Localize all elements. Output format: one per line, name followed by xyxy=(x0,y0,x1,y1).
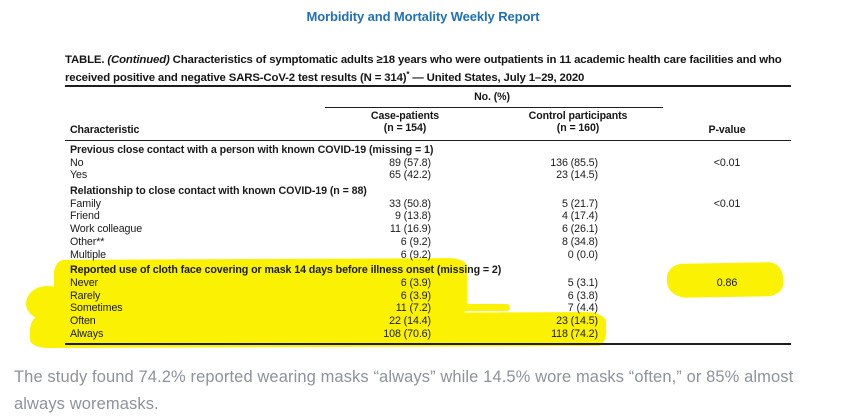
pvalue-value xyxy=(598,236,791,249)
table-section-row: Relationship to close contact with known… xyxy=(65,185,791,198)
pvalue-value xyxy=(598,315,791,328)
header-rule xyxy=(65,139,791,142)
control-value: 23 (14.5) xyxy=(556,314,598,327)
table-row: Never 6 (3.9) 5 (3.1) 0.86 xyxy=(65,277,791,290)
table-title-label: TABLE. xyxy=(65,54,108,66)
control-value: 5 (21.7) xyxy=(561,197,598,210)
case-value: 6 (3.9) xyxy=(400,276,431,289)
control-value: 118 (74.2) xyxy=(551,327,598,340)
control-participants-n: (n = 160) xyxy=(556,121,600,134)
highlighter-mark-left-bump xyxy=(26,286,72,322)
case-value: 89 (57.8) xyxy=(389,156,431,169)
column-header-control-participants: Control participants (n = 160) xyxy=(498,110,658,134)
masthead-title: Morbidity and Mortality Weekly Report xyxy=(306,9,540,24)
row-label: Rarely xyxy=(70,289,101,302)
table-row: No 89 (57.8) 136 (85.5) <0.01 xyxy=(65,157,791,170)
table-body: Previous close contact with a person wit… xyxy=(65,144,791,340)
table-top-rule xyxy=(65,85,791,88)
spanner-rule xyxy=(325,107,663,109)
case-value: 6 (9.2) xyxy=(400,235,431,248)
row-label: Friend xyxy=(70,210,100,223)
table-title: TABLE. (Continued) Characteristics of sy… xyxy=(65,53,795,85)
row-label: Sometimes xyxy=(70,302,123,315)
row-label: Work colleague xyxy=(70,223,143,236)
case-value: 6 (3.9) xyxy=(400,289,431,302)
table-row: Yes 65 (42.2) 23 (14.5) xyxy=(65,169,791,182)
highlighter-mark-tail xyxy=(460,304,510,311)
pvalue-value xyxy=(598,249,791,262)
pvalue-value: <0.01 xyxy=(713,197,741,210)
row-label: Relationship to close contact with known… xyxy=(70,185,367,198)
pvalue-value xyxy=(598,302,791,315)
table-title-suffix: — United States, July 1–29, 2020 xyxy=(409,71,585,84)
table-row: Work colleague 11 (16.9) 6 (26.1) xyxy=(65,223,791,236)
column-header-case-patients: Case-patients (n = 154) xyxy=(335,110,475,134)
column-spanner-no-pct: No. (%) xyxy=(474,91,510,103)
pvalue-value: 0.86 xyxy=(716,276,738,289)
table-title-continued: (Continued) xyxy=(107,54,170,66)
row-label: Other** xyxy=(70,235,105,248)
control-value: 136 (85.5) xyxy=(550,156,598,169)
pvalue-value: <0.01 xyxy=(713,156,741,169)
table-title-text: Characteristics of symptomatic adults ≥1… xyxy=(65,54,782,84)
table-row: Friend 9 (13.8) 4 (17.4) xyxy=(65,210,791,223)
control-value: 5 (3.1) xyxy=(567,276,598,289)
column-header-pvalue: P-value xyxy=(708,124,746,136)
case-patients-n: (n = 154) xyxy=(383,121,427,134)
case-value: 6 (9.2) xyxy=(400,248,431,261)
control-value: 7 (4.4) xyxy=(567,302,598,315)
control-value: 23 (14.5) xyxy=(556,169,598,182)
row-label: Reported use of cloth face covering or m… xyxy=(70,264,502,277)
control-value: 6 (3.8) xyxy=(567,289,598,302)
control-participants-label: Control participants xyxy=(528,110,628,122)
row-label: Family xyxy=(70,197,101,210)
control-value: 0 (0.0) xyxy=(567,248,598,261)
table-section-row: Reported use of cloth face covering or m… xyxy=(65,264,791,277)
table-row: Rarely 6 (3.9) 6 (3.8) xyxy=(65,290,791,303)
pvalue-value xyxy=(598,210,791,223)
case-value: 33 (50.8) xyxy=(389,197,431,210)
page-caption: The study found 74.2% reported wearing m… xyxy=(14,368,794,413)
case-value: 11 (16.9) xyxy=(389,223,431,236)
control-value: 6 (26.1) xyxy=(561,223,598,236)
table-title-footnote-marker: * xyxy=(406,69,410,79)
table-row: Other** 6 (9.2) 8 (34.8) xyxy=(65,236,791,249)
row-label: Previous close contact with a person wit… xyxy=(70,144,434,156)
case-value: 9 (13.8) xyxy=(394,210,431,223)
row-label: No xyxy=(70,156,84,169)
pvalue-value xyxy=(598,223,791,236)
table-bottom-rule xyxy=(65,342,791,345)
table-row: Sometimes 11 (7.2) 7 (4.4) xyxy=(65,302,791,315)
pvalue-value xyxy=(598,290,791,303)
row-label: Yes xyxy=(70,169,88,182)
case-value: 65 (42.2) xyxy=(389,169,431,182)
table-row: Often 22 (14.4) 23 (14.5) xyxy=(65,315,791,328)
row-label: Never xyxy=(70,276,99,289)
case-value: 22 (14.4) xyxy=(389,314,431,327)
control-value: 8 (34.8) xyxy=(561,235,598,248)
case-value: 108 (70.6) xyxy=(383,327,431,340)
column-header-characteristic: Characteristic xyxy=(70,124,140,136)
pvalue-value xyxy=(598,328,791,341)
case-patients-label: Case-patients xyxy=(370,110,440,122)
table-section-row: Previous close contact with a person wit… xyxy=(65,144,791,157)
table-row: Multiple 6 (9.2) 0 (0.0) xyxy=(65,249,791,262)
row-label: Multiple xyxy=(70,248,107,261)
table-row: Family 33 (50.8) 5 (21.7) <0.01 xyxy=(65,198,791,211)
row-label: Often xyxy=(70,314,96,327)
case-value: 11 (7.2) xyxy=(395,302,431,315)
pvalue-value xyxy=(598,169,791,182)
control-value: 4 (17.4) xyxy=(561,210,598,223)
table-row: Always 108 (70.6) 118 (74.2) xyxy=(65,328,791,341)
row-label: Always xyxy=(70,327,104,340)
